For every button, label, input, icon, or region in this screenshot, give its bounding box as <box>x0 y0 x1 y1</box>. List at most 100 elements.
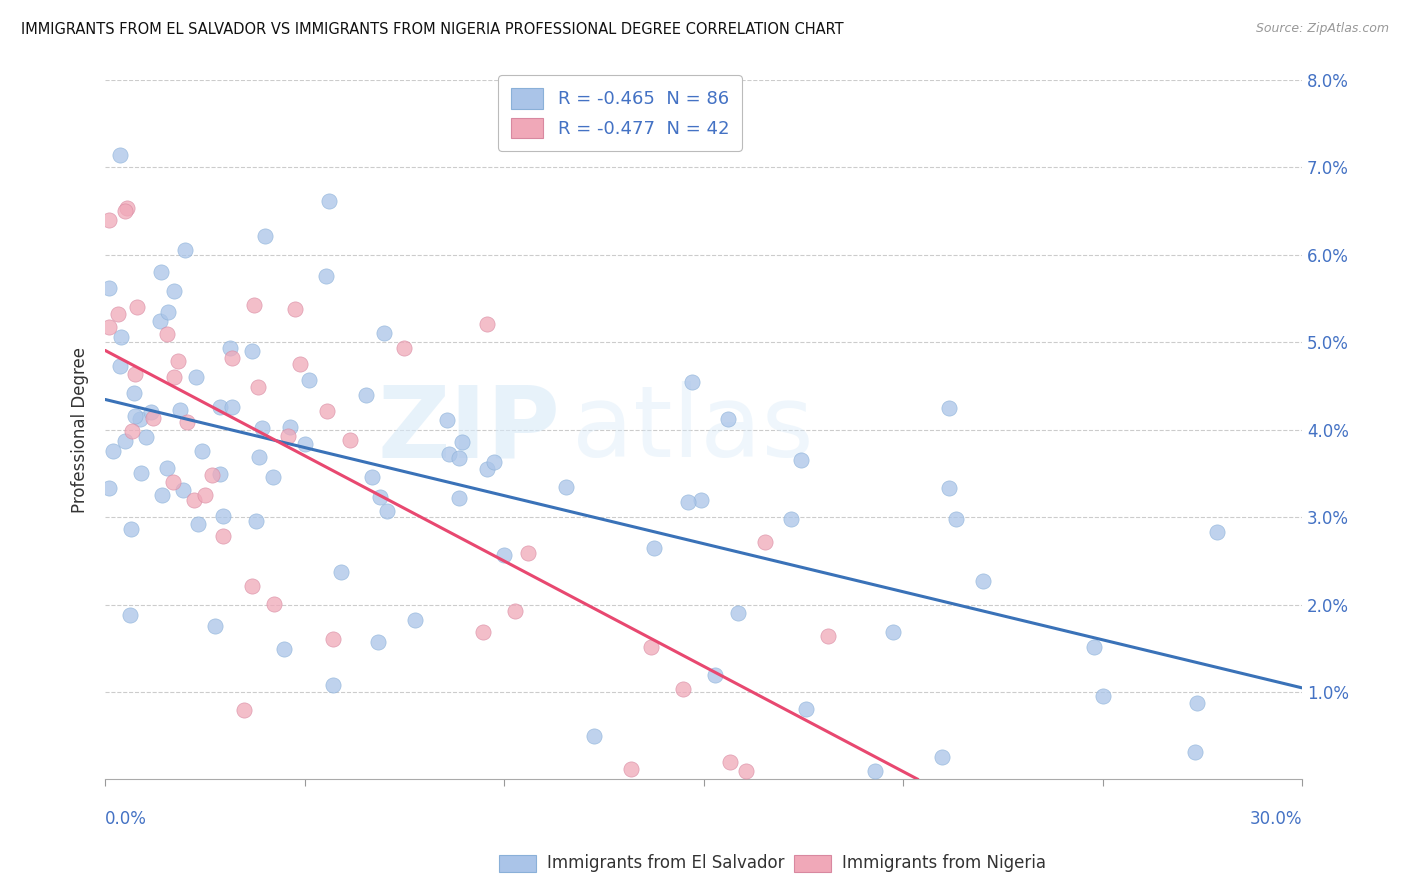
Point <box>243 298 266 312</box>
Point <box>298 373 321 387</box>
Point <box>278 420 301 434</box>
Point <box>437 447 460 461</box>
Point <box>367 635 389 649</box>
Point <box>115 201 138 215</box>
Point <box>449 450 471 465</box>
Point <box>361 470 384 484</box>
Point <box>368 490 391 504</box>
Point <box>252 421 274 435</box>
Point <box>169 403 191 417</box>
Point <box>492 548 515 562</box>
Point <box>172 483 194 497</box>
Point <box>322 632 344 646</box>
FancyBboxPatch shape <box>794 855 831 872</box>
Text: ZIP: ZIP <box>377 381 560 478</box>
Point <box>263 597 285 611</box>
Point <box>221 351 243 366</box>
Point <box>129 412 152 426</box>
Point <box>475 462 498 476</box>
Point <box>176 416 198 430</box>
Point <box>101 444 124 458</box>
Point <box>735 764 758 778</box>
Point <box>794 701 817 715</box>
Point <box>209 467 232 482</box>
Point <box>703 668 725 682</box>
Point <box>129 466 152 480</box>
Text: IMMIGRANTS FROM EL SALVADOR VS IMMIGRANTS FROM NIGERIA PROFESSIONAL DEGREE CORRE: IMMIGRANTS FROM EL SALVADOR VS IMMIGRANT… <box>21 22 844 37</box>
Point <box>108 359 131 373</box>
Point <box>817 629 839 643</box>
Text: Source: ZipAtlas.com: Source: ZipAtlas.com <box>1256 22 1389 36</box>
Point <box>187 516 209 531</box>
Point <box>219 341 242 355</box>
Point <box>284 301 307 316</box>
Point <box>155 461 177 475</box>
Point <box>681 375 703 389</box>
Point <box>447 491 470 505</box>
Point <box>404 613 426 627</box>
Point <box>277 429 299 443</box>
Point <box>98 481 121 495</box>
Point <box>150 488 173 502</box>
Point <box>689 492 711 507</box>
Point <box>718 755 741 769</box>
Point <box>118 607 141 622</box>
Point <box>163 284 186 298</box>
Point <box>98 320 121 334</box>
Point <box>451 434 474 449</box>
Point <box>672 681 695 696</box>
Point <box>208 400 231 414</box>
Point <box>254 228 277 243</box>
Point <box>204 619 226 633</box>
Point <box>1185 697 1208 711</box>
Point <box>727 607 749 621</box>
Point <box>211 528 233 542</box>
Point <box>945 512 967 526</box>
FancyBboxPatch shape <box>499 855 536 872</box>
Point <box>931 750 953 764</box>
Point <box>240 344 263 359</box>
Point <box>554 480 576 494</box>
Point <box>294 437 316 451</box>
Point <box>717 412 740 426</box>
Point <box>135 430 157 444</box>
Point <box>245 514 267 528</box>
Text: 0.0%: 0.0% <box>105 810 148 828</box>
Point <box>201 467 224 482</box>
Point <box>938 401 960 415</box>
Point <box>322 677 344 691</box>
Point <box>246 380 269 394</box>
Point <box>191 444 214 458</box>
Point <box>779 512 801 526</box>
Text: Immigrants from Nigeria: Immigrants from Nigeria <box>842 855 1046 872</box>
Point <box>315 268 337 283</box>
Point <box>1184 745 1206 759</box>
Point <box>262 469 284 483</box>
Point <box>183 493 205 508</box>
Point <box>120 522 142 536</box>
Point <box>110 330 132 344</box>
Point <box>157 305 180 319</box>
Point <box>375 504 398 518</box>
Point <box>318 194 340 209</box>
Point <box>475 317 498 331</box>
Point <box>184 370 207 384</box>
Point <box>114 434 136 449</box>
Point <box>110 148 132 162</box>
Point <box>972 574 994 589</box>
Point <box>329 566 352 580</box>
Point <box>754 534 776 549</box>
Point <box>212 508 235 523</box>
Point <box>620 762 643 776</box>
Point <box>516 546 538 560</box>
Point <box>173 243 195 257</box>
Point <box>240 579 263 593</box>
Point <box>315 404 337 418</box>
Point <box>1092 689 1115 703</box>
Point <box>233 703 256 717</box>
Point <box>122 386 145 401</box>
Point <box>98 212 121 227</box>
Point <box>882 625 904 640</box>
Point <box>436 413 458 427</box>
Point <box>863 764 886 778</box>
